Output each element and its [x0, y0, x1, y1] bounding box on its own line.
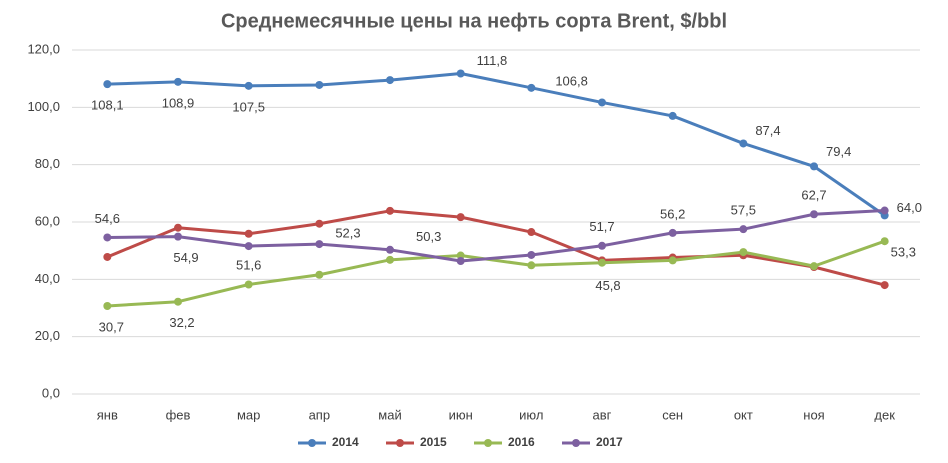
point-marker	[598, 258, 606, 267]
point-marker	[456, 213, 465, 222]
point-marker	[315, 80, 324, 89]
point-marker	[598, 241, 606, 250]
point-marker	[456, 69, 465, 78]
point-marker	[386, 76, 394, 85]
point-marker	[456, 256, 465, 265]
data-label: 108,9	[162, 95, 195, 110]
x-tick-label: дек	[874, 407, 895, 422]
data-label: 64,0	[897, 200, 922, 215]
point-marker	[174, 77, 182, 86]
point-marker	[739, 248, 748, 257]
chart-title: Среднемесячные цены на нефть сорта Brent…	[221, 10, 727, 32]
legend-marker	[308, 439, 316, 447]
point-marker	[315, 270, 324, 279]
data-label: 79,4	[826, 144, 851, 159]
legend-label: 2014	[332, 435, 359, 449]
data-label: 51,7	[589, 219, 614, 234]
x-tick-label: янв	[97, 407, 118, 422]
point-marker	[527, 228, 536, 237]
y-tick-label: 40,0	[35, 271, 60, 286]
y-tick-label: 0,0	[42, 385, 60, 400]
data-label: 62,7	[801, 188, 826, 203]
y-tick-label: 20,0	[35, 328, 60, 343]
point-marker	[315, 219, 324, 228]
point-marker	[244, 81, 253, 90]
point-marker	[668, 111, 677, 120]
point-marker	[315, 240, 324, 249]
point-marker	[668, 228, 677, 237]
x-tick-label: июн	[449, 407, 473, 422]
point-marker	[880, 206, 889, 215]
point-marker	[174, 297, 182, 306]
point-marker	[386, 255, 394, 264]
point-marker	[386, 245, 394, 254]
y-tick-label: 80,0	[35, 156, 60, 171]
data-label: 54,6	[95, 211, 120, 226]
point-marker	[668, 256, 677, 265]
point-marker	[103, 301, 112, 310]
data-label: 87,4	[755, 123, 780, 138]
series-line	[107, 239, 886, 308]
data-label: 106,8	[555, 73, 588, 88]
point-marker	[739, 225, 748, 234]
point-marker	[244, 229, 253, 238]
x-tick-label: авг	[593, 407, 612, 422]
data-label: 30,7	[99, 319, 124, 334]
data-label: 51,6	[236, 258, 261, 273]
legend-marker	[572, 439, 580, 447]
point-marker	[880, 237, 889, 246]
y-tick-label: 60,0	[35, 213, 60, 228]
point-marker	[880, 281, 889, 290]
point-marker	[810, 162, 818, 171]
data-label: 56,2	[660, 206, 685, 221]
point-marker	[739, 139, 748, 148]
point-marker	[810, 262, 818, 271]
legend-label: 2015	[420, 435, 447, 449]
point-marker	[810, 210, 818, 219]
y-tick-label: 100,0	[27, 99, 60, 114]
y-tick-label: 120,0	[27, 41, 60, 56]
x-tick-label: апр	[309, 407, 331, 422]
x-tick-label: окт	[734, 407, 753, 422]
point-marker	[244, 280, 253, 289]
data-label: 52,3	[335, 226, 360, 241]
data-label: 57,5	[731, 203, 756, 218]
x-tick-label: июл	[519, 407, 543, 422]
data-label: 54,9	[173, 250, 198, 265]
legend-marker	[396, 439, 404, 447]
point-marker	[103, 252, 112, 261]
data-label: 50,3	[416, 229, 441, 244]
x-tick-label: май	[378, 407, 401, 422]
x-tick-label: мар	[237, 407, 260, 422]
data-label: 108,1	[91, 98, 124, 113]
legend-label: 2016	[508, 435, 535, 449]
data-label: 53,3	[891, 245, 916, 260]
point-marker	[174, 223, 182, 232]
point-marker	[527, 83, 536, 92]
series-line	[107, 72, 886, 217]
series-line	[106, 209, 886, 287]
point-marker	[386, 206, 394, 215]
data-label: 32,2	[169, 315, 194, 330]
point-marker	[174, 232, 182, 241]
legend-label: 2017	[596, 435, 623, 449]
point-marker	[527, 261, 536, 270]
point-marker	[598, 98, 606, 107]
x-tick-label: сен	[662, 407, 683, 422]
point-marker	[527, 250, 536, 259]
data-label: 45,8	[595, 278, 620, 293]
x-tick-label: фев	[166, 407, 191, 422]
series-line	[107, 209, 885, 263]
legend-marker	[484, 439, 492, 447]
point-marker	[103, 233, 112, 242]
point-marker	[244, 242, 253, 251]
data-label: 107,5	[232, 99, 265, 114]
x-tick-label: ноя	[803, 407, 824, 422]
point-marker	[103, 80, 112, 89]
data-label: 111,8	[477, 53, 508, 68]
